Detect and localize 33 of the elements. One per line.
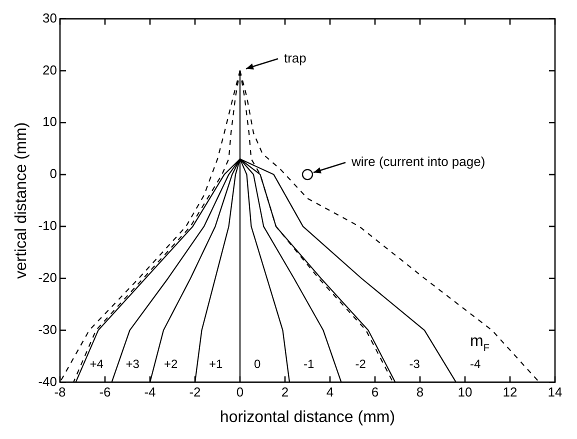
- series-label: +3: [126, 357, 140, 372]
- series-label: -3: [409, 357, 420, 372]
- x-tick-label: -8: [54, 384, 66, 400]
- y-tick-label: 0: [50, 166, 57, 182]
- x-tick-label: 10: [458, 384, 472, 400]
- x-tick-label: 0: [236, 384, 244, 400]
- series-label: -1: [303, 357, 314, 372]
- x-tick-label: -4: [144, 384, 156, 400]
- annotation: trap: [284, 50, 306, 66]
- x-tick-label: -2: [189, 384, 201, 400]
- y-tick-label: 30: [42, 10, 57, 26]
- series-label: +2: [164, 357, 178, 372]
- y-tick-label: -10: [38, 218, 57, 234]
- series-label: +1: [208, 357, 223, 372]
- x-tick-label: -6: [99, 384, 111, 400]
- series-label: 0: [254, 357, 261, 372]
- y-tick-label: 20: [42, 62, 57, 78]
- y-tick-label: 10: [42, 114, 57, 130]
- y-tick-label: -40: [38, 374, 57, 389]
- series-label: -2: [355, 357, 366, 372]
- x-tick-label: 6: [371, 384, 379, 400]
- x-tick-label: 2: [281, 384, 289, 400]
- series-label: -4: [470, 357, 481, 372]
- y-tick-label: -30: [38, 322, 57, 337]
- series-label: +4: [90, 357, 104, 372]
- y-tick-label: -20: [38, 270, 57, 285]
- y-axis-title: vertical distance (mm): [13, 122, 30, 279]
- x-tick-label: 4: [326, 384, 334, 400]
- annotation: wire (current into page): [350, 154, 486, 170]
- x-tick-label: 12: [502, 384, 518, 400]
- x-tick-label: 8: [416, 384, 424, 400]
- x-tick-label: 14: [548, 384, 562, 400]
- x-axis-title: horizontal distance (mm): [220, 408, 396, 426]
